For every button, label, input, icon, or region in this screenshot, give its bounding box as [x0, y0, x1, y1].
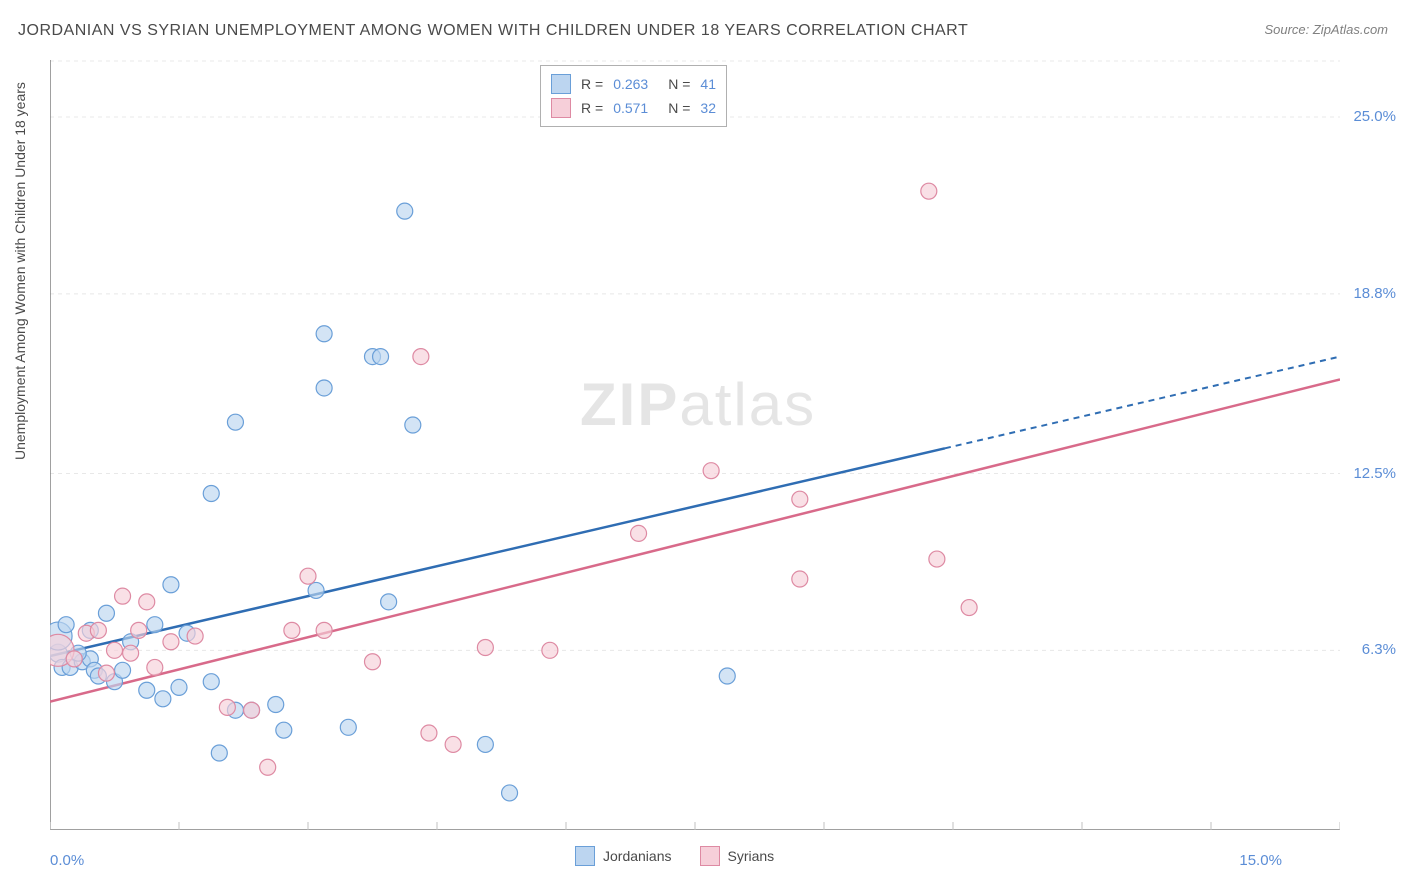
y-tick-label: 6.3% — [1346, 641, 1396, 658]
legend-swatch — [575, 846, 595, 866]
legend-swatch — [551, 74, 571, 94]
y-tick-label: 12.5% — [1346, 465, 1396, 482]
correlation-legend: R = 0.263 N = 41 R = 0.571 N = 32 — [540, 65, 727, 127]
scatter-plot — [50, 60, 1340, 830]
legend-n-label: N = — [668, 76, 690, 92]
legend-r-label: R = — [581, 100, 603, 116]
x-tick-label: 0.0% — [50, 852, 84, 869]
legend-row: R = 0.571 N = 32 — [551, 96, 716, 120]
legend-r-value: 0.571 — [613, 100, 648, 116]
legend-swatch — [700, 846, 720, 866]
legend-r-label: R = — [581, 76, 603, 92]
legend-row: R = 0.263 N = 41 — [551, 72, 716, 96]
legend-n-value: 41 — [700, 76, 716, 92]
source-attribution: Source: ZipAtlas.com — [1264, 22, 1388, 37]
legend-n-value: 32 — [700, 100, 716, 116]
legend-swatch — [551, 98, 571, 118]
x-tick-label: 15.0% — [1239, 852, 1282, 869]
y-tick-label: 18.8% — [1346, 285, 1396, 302]
series-legend: Jordanians Syrians — [575, 846, 794, 866]
chart-title: JORDANIAN VS SYRIAN UNEMPLOYMENT AMONG W… — [18, 22, 968, 40]
y-axis-label: Unemployment Among Women with Children U… — [12, 82, 28, 460]
y-tick-label: 25.0% — [1346, 108, 1396, 125]
legend-n-label: N = — [668, 100, 690, 116]
legend-series-name: Jordanians — [603, 848, 672, 864]
legend-r-value: 0.263 — [613, 76, 648, 92]
legend-series-name: Syrians — [728, 848, 775, 864]
